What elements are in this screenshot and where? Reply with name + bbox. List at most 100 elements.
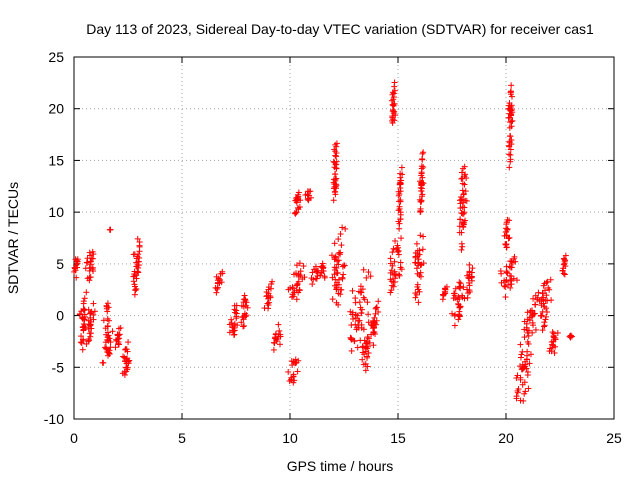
data-point xyxy=(541,319,548,326)
data-point xyxy=(529,307,536,314)
data-point xyxy=(105,304,112,311)
data-point xyxy=(332,148,339,155)
data-point xyxy=(389,262,396,269)
data-point xyxy=(103,345,110,352)
data-point xyxy=(359,356,366,363)
data-point xyxy=(231,324,238,331)
x-axis-label: GPS time / hours xyxy=(287,458,394,474)
data-point xyxy=(218,279,225,286)
data-point xyxy=(100,317,107,324)
data-point xyxy=(90,311,97,318)
data-point xyxy=(295,189,302,196)
data-point xyxy=(550,330,557,337)
data-point xyxy=(270,346,277,353)
data-point xyxy=(458,175,465,182)
data-point xyxy=(413,291,420,298)
data-point xyxy=(513,393,520,400)
data-point xyxy=(457,216,464,223)
data-point xyxy=(267,294,274,301)
data-point xyxy=(509,117,516,124)
data-point xyxy=(309,269,316,276)
data-point xyxy=(420,149,427,156)
data-point xyxy=(419,150,426,157)
data-point xyxy=(560,261,567,268)
data-point xyxy=(503,233,510,240)
data-point xyxy=(525,332,532,339)
data-point xyxy=(277,333,284,340)
data-point xyxy=(87,274,94,281)
data-point xyxy=(332,176,339,183)
data-point xyxy=(301,274,308,281)
data-point xyxy=(524,369,531,376)
chart-title: Day 113 of 2023, Sidereal Day-to-day VTE… xyxy=(86,21,594,37)
y-tick-label: 15 xyxy=(48,152,64,168)
data-point xyxy=(289,294,296,301)
data-point xyxy=(291,289,298,296)
data-point xyxy=(367,273,374,280)
data-point xyxy=(273,338,280,345)
data-point xyxy=(506,234,513,241)
data-point xyxy=(508,82,515,89)
data-point xyxy=(86,337,93,344)
data-point xyxy=(296,260,303,267)
data-point xyxy=(353,324,360,331)
data-point xyxy=(415,286,422,293)
data-point xyxy=(389,249,396,256)
data-point xyxy=(418,197,425,204)
data-point xyxy=(457,303,464,310)
data-point xyxy=(335,236,342,243)
data-point xyxy=(351,338,358,345)
data-point xyxy=(390,90,397,97)
data-point xyxy=(503,241,510,248)
data-point xyxy=(373,317,380,324)
data-point xyxy=(543,292,550,299)
data-point xyxy=(365,335,372,342)
data-point xyxy=(364,299,371,306)
data-point xyxy=(107,344,114,351)
data-point xyxy=(87,264,94,271)
data-point xyxy=(291,377,298,384)
data-point xyxy=(329,296,336,303)
data-point xyxy=(87,322,94,329)
data-point xyxy=(457,205,464,212)
data-point xyxy=(90,251,97,258)
data-point xyxy=(511,253,518,260)
data-point xyxy=(333,165,340,172)
data-point xyxy=(134,268,141,275)
data-point xyxy=(560,270,567,277)
data-point xyxy=(339,274,346,281)
data-point xyxy=(317,272,324,279)
data-point xyxy=(219,270,226,277)
data-point xyxy=(562,252,569,259)
data-point xyxy=(79,323,86,330)
data-point xyxy=(461,295,468,302)
data-point xyxy=(275,321,282,328)
data-point xyxy=(508,123,515,130)
data-point xyxy=(104,334,111,341)
data-point xyxy=(261,305,268,312)
data-point xyxy=(105,337,112,344)
data-point xyxy=(462,171,469,178)
data-point xyxy=(295,193,302,200)
data-point xyxy=(125,360,132,367)
y-tick-label: 0 xyxy=(56,308,64,324)
x-tick-label: 10 xyxy=(282,430,298,446)
data-point xyxy=(524,309,531,316)
data-point xyxy=(397,259,404,266)
data-point xyxy=(521,334,528,341)
data-point xyxy=(126,357,133,364)
data-point xyxy=(112,344,119,351)
data-point xyxy=(551,334,558,341)
data-point xyxy=(332,188,339,195)
data-point xyxy=(329,274,336,281)
data-point xyxy=(463,197,470,204)
data-point xyxy=(360,294,367,301)
data-point xyxy=(524,329,531,336)
data-point xyxy=(360,361,367,368)
data-point xyxy=(396,205,403,212)
data-point xyxy=(123,364,130,371)
data-point xyxy=(333,158,340,165)
data-point xyxy=(440,291,447,298)
data-point xyxy=(340,271,347,278)
data-point xyxy=(115,332,122,339)
